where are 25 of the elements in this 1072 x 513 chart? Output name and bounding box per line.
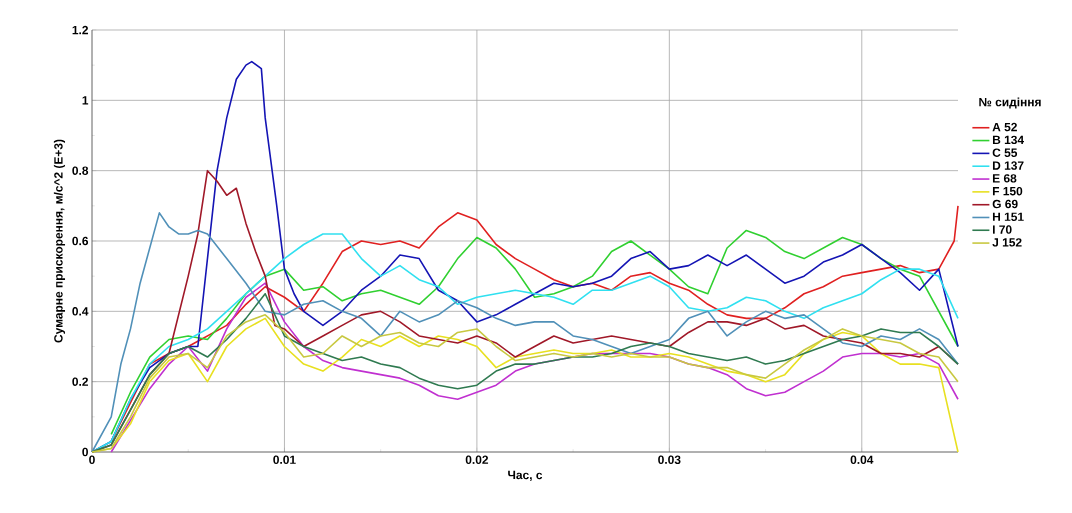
- legend-label: F 150: [992, 186, 1023, 196]
- y-axis-title: Сумарне прискорення, м/с^2 (E+3): [53, 139, 66, 343]
- x-tick-label: 0.01: [273, 455, 296, 464]
- y-tick-label: 0.8: [72, 166, 89, 175]
- legend-label: C 55: [992, 148, 1018, 157]
- legend-label: H 151: [992, 212, 1024, 221]
- legend-title: № сидіння: [979, 97, 1041, 109]
- x-tick-label: 0.02: [465, 455, 489, 464]
- x-tick-label: 0.03: [658, 455, 681, 465]
- y-tick-label: 0: [82, 447, 88, 457]
- x-tick-label: 0: [89, 455, 95, 464]
- legend-label: D 137: [992, 161, 1024, 170]
- legend-label: I 70: [992, 225, 1012, 234]
- x-tick-label: 0.04: [850, 455, 874, 464]
- legend-label: G 69: [992, 199, 1018, 209]
- y-tick-label: 0.6: [72, 236, 89, 246]
- y-tick-label: 0.2: [72, 377, 88, 386]
- y-tick-label: 0.4: [72, 307, 89, 316]
- legend-label: B 134: [992, 135, 1024, 145]
- x-axis-title: Час, с: [508, 470, 543, 481]
- legend-label: E 68: [992, 174, 1017, 183]
- y-tick-label: 1.2: [72, 25, 88, 35]
- legend-label: A 52: [992, 122, 1017, 132]
- y-tick-label: 1: [82, 96, 89, 105]
- legend-label: J 152: [992, 238, 1022, 247]
